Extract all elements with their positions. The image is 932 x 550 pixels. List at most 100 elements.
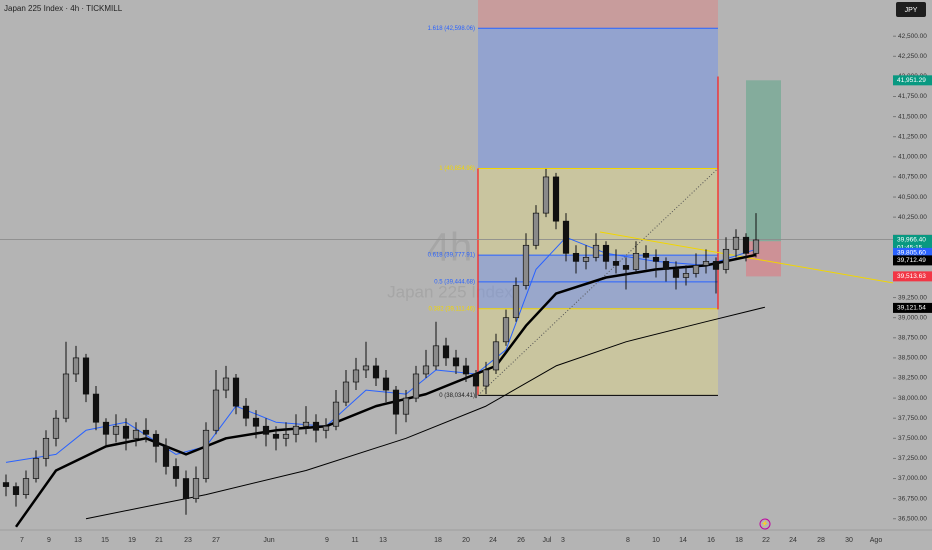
candle-body: [512, 285, 520, 319]
candle-body: [262, 425, 270, 435]
y-tick-label: 39,250.00: [898, 294, 927, 301]
candle-body: [572, 252, 580, 262]
moving-average: [14, 253, 757, 528]
x-tick-label: Jun: [263, 537, 274, 544]
y-tick-label: 38,250.00: [898, 375, 927, 382]
candle-body: [752, 239, 760, 254]
candle-body: [292, 425, 300, 435]
watermark-symbol: Japan 225 Index: [387, 282, 513, 301]
candle-body: [42, 437, 50, 459]
x-tick-label: 13: [379, 537, 387, 544]
x-tick-label: 27: [212, 537, 220, 544]
y-tick-label: 38,750.00: [898, 335, 927, 342]
candle-body: [462, 365, 470, 375]
candle-body: [592, 244, 600, 258]
candle-body: [182, 478, 190, 499]
candle-body: [552, 176, 560, 222]
candle-body: [172, 466, 180, 479]
x-tick-label: Ago: [870, 537, 883, 544]
candle-body: [742, 236, 750, 254]
candle-body: [432, 345, 440, 367]
x-tick-label: 28: [817, 537, 825, 544]
candle-body: [52, 417, 60, 439]
candle-body: [12, 486, 20, 495]
candle-body: [382, 377, 390, 391]
x-tick-label: 18: [434, 537, 442, 544]
candle-body: [192, 478, 200, 499]
fib-zone: [478, 0, 718, 29]
candle-body: [202, 429, 210, 479]
x-tick-label: 10: [652, 537, 660, 544]
fib-zone: [478, 28, 718, 169]
candle-body: [142, 429, 150, 435]
fib-label: 0.382 (39,111.46): [429, 306, 475, 312]
candle-body: [492, 341, 500, 371]
candle-body: [422, 365, 430, 375]
candle-body: [582, 257, 590, 262]
y-tick-label: 40,500.00: [898, 194, 927, 201]
candle-body: [352, 369, 360, 383]
price-marker: [893, 255, 932, 266]
y-tick-label: 40,250.00: [898, 214, 927, 221]
currency-button[interactable]: [896, 2, 926, 17]
x-tick-label: 3: [561, 537, 565, 544]
x-tick-label: Jul: [543, 537, 552, 544]
price-marker: [893, 247, 932, 258]
candle-body: [72, 357, 80, 375]
x-tick-label: 23: [184, 537, 192, 544]
event-icon-glyph[interactable]: ⚡: [761, 520, 768, 528]
candle-body: [672, 269, 680, 278]
candle-body: [482, 369, 490, 387]
event-icon[interactable]: [759, 518, 771, 530]
candle-body: [322, 425, 330, 431]
candle-body: [652, 257, 660, 262]
x-tick-label: 24: [789, 537, 797, 544]
x-tick-label: 30: [845, 537, 853, 544]
candle-body: [132, 429, 140, 439]
candle-body: [442, 345, 450, 359]
x-tick-label: 7: [20, 537, 24, 544]
chart-title: Japan 225 Index · 4h · TICKMILL: [4, 4, 123, 13]
candle-body: [92, 393, 100, 423]
candle-body: [632, 252, 640, 270]
candle-body: [242, 405, 250, 419]
fib-zone: [478, 168, 718, 256]
candle-body: [112, 425, 120, 435]
candle-body: [682, 273, 690, 278]
fib-zone: [478, 308, 718, 396]
candle-body: [272, 433, 280, 439]
price-marker-label: 39,966.40: [897, 237, 926, 244]
y-tick-label: 41,250.00: [898, 133, 927, 140]
candle-body: [362, 365, 370, 371]
candle-body: [342, 381, 350, 403]
x-tick-label: 24: [489, 537, 497, 544]
candle-body: [252, 417, 260, 427]
y-tick-label: 37,750.00: [898, 415, 927, 422]
candle-body: [472, 373, 480, 387]
candle-body: [82, 357, 90, 395]
x-tick-label: 26: [517, 537, 525, 544]
candle-body: [152, 433, 160, 447]
x-tick-label: 9: [47, 537, 51, 544]
candle-body: [2, 482, 10, 487]
x-tick-label: 8: [626, 537, 630, 544]
price-marker-label: 39,121.54: [897, 305, 926, 312]
price-marker-label: 39,805.60: [897, 250, 926, 257]
candle-body: [452, 357, 460, 367]
x-tick-label: 22: [762, 537, 770, 544]
fib-diagonal: [477, 168, 719, 396]
candle-body: [612, 261, 620, 266]
currency-label[interactable]: JPY: [905, 7, 918, 14]
moving-average: [85, 306, 766, 520]
fib-label: 1.618 (42,598.06): [428, 26, 475, 32]
candle-body: [282, 433, 290, 439]
y-tick-label: 36,500.00: [898, 515, 927, 522]
candle-body: [212, 389, 220, 431]
candle-body: [332, 401, 340, 427]
x-tick-label: 13: [74, 537, 82, 544]
y-tick-label: 38,000.00: [898, 395, 927, 402]
candle-body: [562, 220, 570, 254]
